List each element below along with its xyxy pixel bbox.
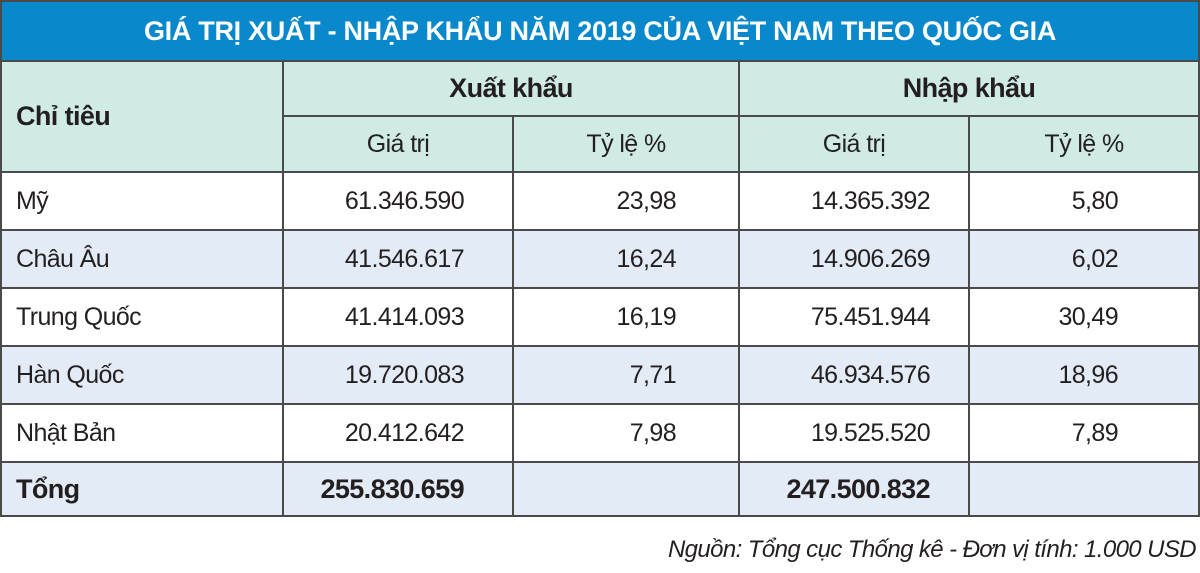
export-value: 41.414.093 (282, 287, 514, 347)
table-title: GIÁ TRỊ XUẤT - NHẬP KHẨU NĂM 2019 CỦA VI… (0, 0, 1200, 62)
table-row: Hàn Quốc 19.720.083 7,71 46.934.576 18,9… (0, 345, 1200, 405)
table-row: Trung Quốc 41.414.093 16,19 75.451.944 3… (0, 287, 1200, 347)
total-export-ratio (512, 461, 740, 517)
import-ratio: 30,49 (967, 287, 1200, 347)
export-value: 41.546.617 (282, 229, 514, 289)
import-value: 75.451.944 (738, 287, 970, 347)
import-value: 14.906.269 (738, 229, 970, 289)
header-import-ratio: Tỷ lệ % (967, 115, 1200, 173)
export-value: 61.346.590 (282, 171, 514, 231)
total-import-value: 247.500.832 (738, 461, 970, 517)
table-row: Nhật Bản 20.412.642 7,98 19.525.520 7,89 (0, 403, 1200, 463)
total-export-value: 255.830.659 (282, 461, 514, 517)
import-value: 19.525.520 (738, 403, 970, 463)
source-note: Nguồn: Tổng cục Thống kê - Đơn vị tính: … (667, 536, 1197, 563)
export-ratio: 7,98 (512, 403, 740, 463)
trade-table-infographic: GIÁ TRỊ XUẤT - NHẬP KHẨU NĂM 2019 CỦA VI… (0, 0, 1200, 517)
row-label: Nhật Bản (0, 403, 284, 463)
import-value: 46.934.576 (738, 345, 970, 405)
row-label: Châu Âu (0, 229, 284, 289)
row-label: Hàn Quốc (0, 345, 284, 405)
total-import-ratio (967, 461, 1200, 517)
export-value: 20.412.642 (282, 403, 514, 463)
import-ratio: 18,96 (967, 345, 1200, 405)
import-ratio: 5,80 (967, 171, 1200, 231)
header-export: Xuất khẩu (282, 60, 740, 117)
table-row: Châu Âu 41.546.617 16,24 14.906.269 6,02 (0, 229, 1200, 289)
header-export-ratio: Tỷ lệ % (512, 115, 740, 173)
table-row: Mỹ 61.346.590 23,98 14.365.392 5,80 (0, 171, 1200, 231)
export-ratio: 7,71 (512, 345, 740, 405)
header-export-value: Giá trị (282, 115, 514, 173)
row-label: Trung Quốc (0, 287, 284, 347)
export-value: 19.720.083 (282, 345, 514, 405)
total-row: Tổng 255.830.659 247.500.832 (0, 461, 1200, 517)
import-ratio: 6,02 (967, 229, 1200, 289)
total-label: Tổng (0, 461, 284, 517)
header-indicator: Chỉ tiêu (0, 60, 284, 173)
row-label: Mỹ (0, 171, 284, 231)
trade-table: GIÁ TRỊ XUẤT - NHẬP KHẨU NĂM 2019 CỦA VI… (0, 0, 1200, 517)
import-value: 14.365.392 (738, 171, 970, 231)
header-import-value: Giá trị (738, 115, 970, 173)
export-ratio: 16,24 (512, 229, 740, 289)
header-import: Nhập khẩu (737, 60, 1200, 117)
export-ratio: 16,19 (512, 287, 740, 347)
export-ratio: 23,98 (512, 171, 740, 231)
import-ratio: 7,89 (967, 403, 1200, 463)
